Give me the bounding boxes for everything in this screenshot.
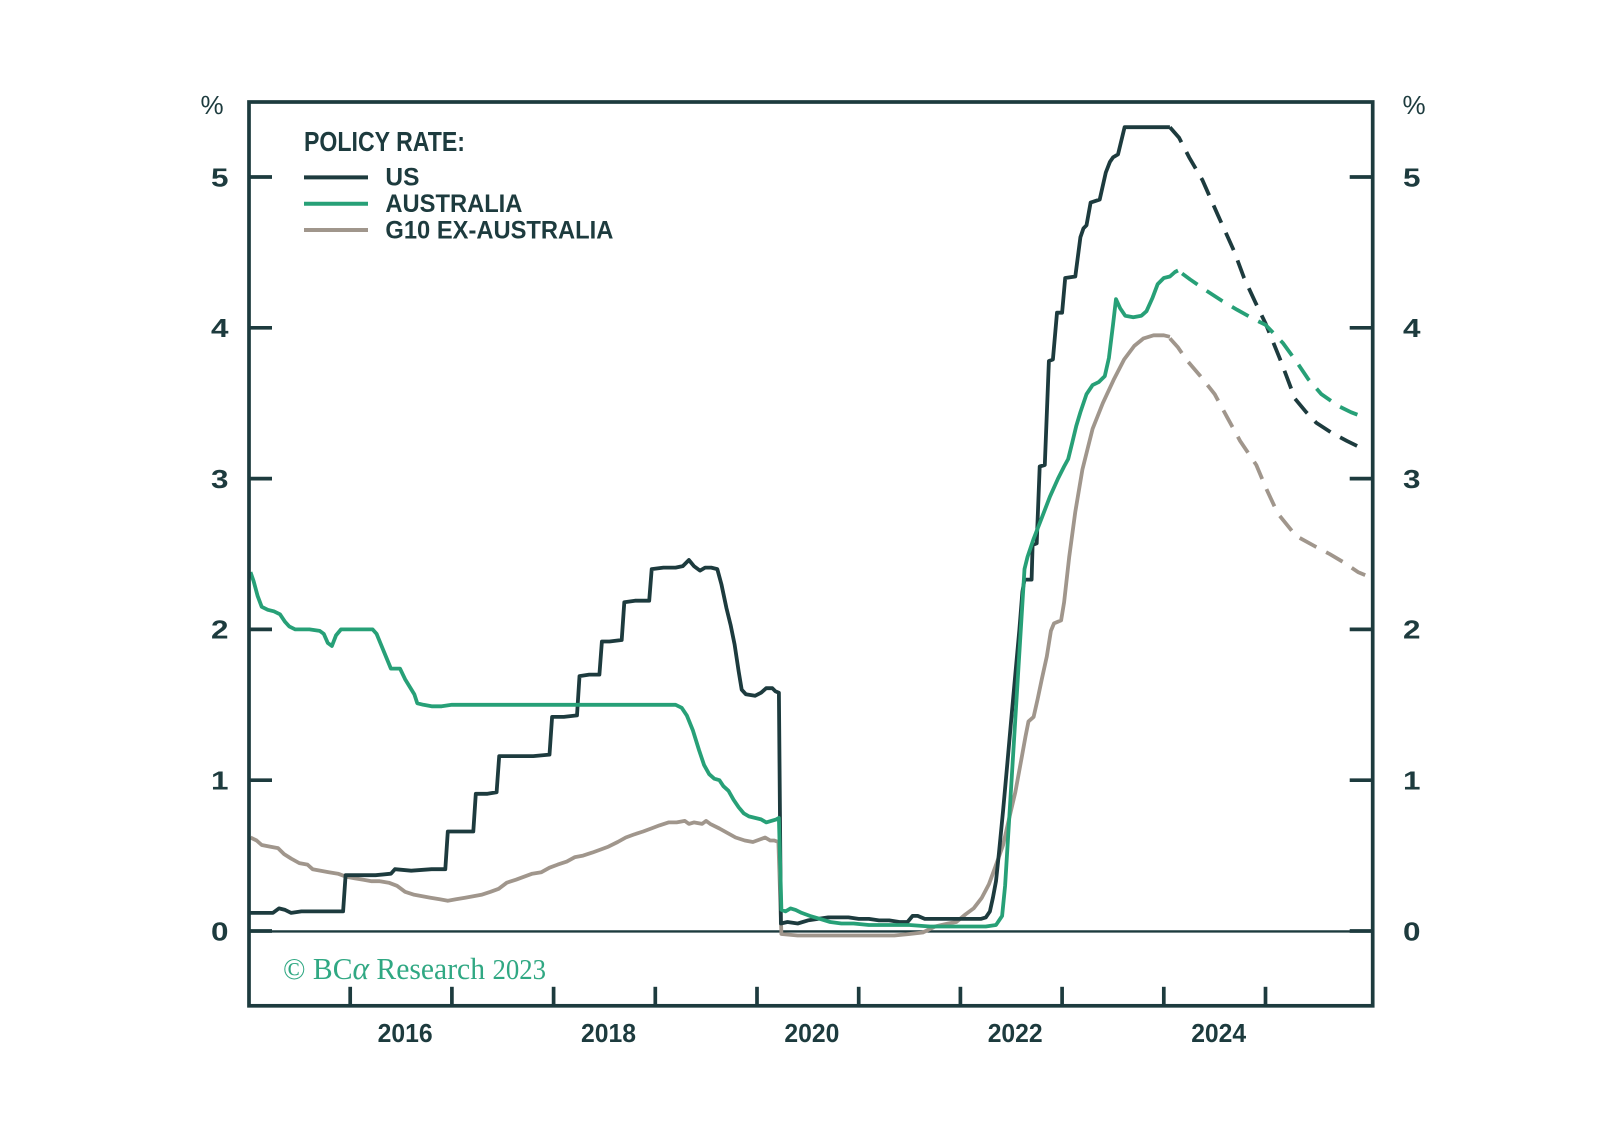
svg-text:AUSTRALIA: AUSTRALIA: [385, 190, 522, 218]
svg-text:© BCα Research 2023: © BCα Research 2023: [283, 951, 546, 987]
svg-text:2022: 2022: [988, 1018, 1043, 1048]
svg-text:2016: 2016: [378, 1018, 433, 1048]
svg-text:2024: 2024: [1191, 1018, 1247, 1048]
svg-text:G10 EX-AUSTRALIA: G10 EX-AUSTRALIA: [385, 216, 613, 244]
svg-text:2: 2: [1403, 615, 1421, 645]
svg-text:5: 5: [1403, 162, 1421, 192]
svg-text:3: 3: [211, 464, 229, 494]
svg-text:3: 3: [1403, 464, 1421, 494]
svg-text:%: %: [200, 90, 223, 120]
svg-text:%: %: [1402, 90, 1425, 120]
svg-text:2: 2: [211, 615, 229, 645]
svg-text:1: 1: [211, 766, 229, 796]
svg-text:4: 4: [1403, 313, 1421, 343]
svg-text:US: US: [385, 164, 419, 192]
svg-text:2018: 2018: [581, 1018, 636, 1048]
svg-text:1: 1: [1403, 766, 1421, 796]
svg-text:4: 4: [211, 313, 229, 343]
svg-text:POLICY RATE:: POLICY RATE:: [304, 126, 465, 157]
svg-text:0: 0: [1403, 916, 1421, 946]
svg-text:2020: 2020: [784, 1018, 839, 1048]
svg-text:5: 5: [211, 162, 229, 192]
svg-text:0: 0: [211, 916, 229, 946]
